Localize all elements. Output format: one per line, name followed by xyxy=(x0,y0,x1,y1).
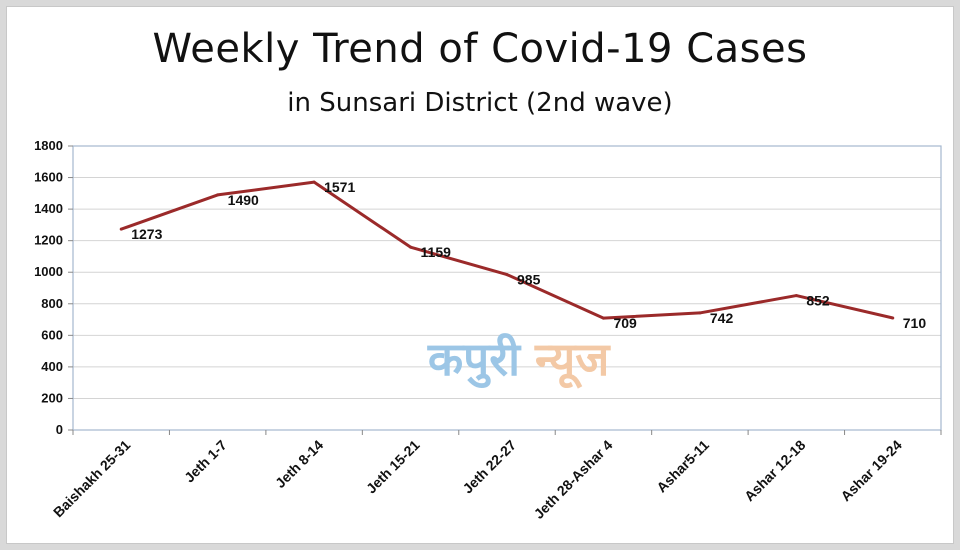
data-point xyxy=(891,316,895,320)
y-tick-label: 1400 xyxy=(34,201,63,216)
data-point xyxy=(794,294,798,298)
data-point xyxy=(312,180,316,184)
y-tick-label: 800 xyxy=(41,296,63,311)
data-point xyxy=(119,227,123,231)
data-label: 742 xyxy=(710,310,734,326)
data-label: 1159 xyxy=(421,244,452,260)
y-axis-ticks: 0 200 400 600 800 1000 1200 1400 1600 1800 xyxy=(34,138,73,437)
y-tick-label: 1000 xyxy=(34,264,63,279)
x-axis-ticks: Baishakh 25-31 Jeth 1-7 Jeth 8-14 Jeth 15-2… xyxy=(50,430,942,522)
y-tick-label: 0 xyxy=(56,422,63,437)
x-category-label: Jeth 22-27 xyxy=(459,437,519,497)
data-point xyxy=(216,193,220,197)
x-category-label: Jeth 28-Ashar 4 xyxy=(531,437,616,522)
watermark-part2: न्यूज xyxy=(534,332,611,389)
chart-title: Weekly Trend of Covid-19 Cases xyxy=(152,26,808,72)
y-tick-label: 600 xyxy=(41,327,63,342)
data-label: 710 xyxy=(903,315,927,331)
x-category-label: Jeth 8-14 xyxy=(272,437,326,491)
data-label: 1571 xyxy=(324,179,355,195)
x-category-label: Ashar 19-24 xyxy=(837,437,905,505)
watermark-part1: कपुरी xyxy=(427,332,522,389)
x-category-label: Ashar5-11 xyxy=(653,437,712,496)
plot-area xyxy=(72,145,942,431)
y-tick-label: 1800 xyxy=(34,138,63,153)
data-point xyxy=(505,273,509,277)
x-category-label: Jeth 15-21 xyxy=(363,437,423,497)
x-category-label: Ashar 12-18 xyxy=(741,437,809,505)
data-label: 985 xyxy=(517,272,541,288)
data-point xyxy=(409,245,413,249)
data-label: 852 xyxy=(806,293,830,309)
data-label: 1273 xyxy=(131,226,162,242)
data-labels: 1273 1490 1571 1159 985 709 742 852 710 xyxy=(119,179,927,331)
chart-subtitle: in Sunsari District (2nd wave) xyxy=(287,88,673,118)
chart-frame xyxy=(6,6,954,544)
x-category-label: Jeth 1-7 xyxy=(181,437,230,486)
data-label: 709 xyxy=(613,315,637,331)
y-tick-label: 1600 xyxy=(34,170,63,185)
y-tick-label: 400 xyxy=(41,359,63,374)
data-label: 1490 xyxy=(228,192,259,208)
x-category-label: Baishakh 25-31 xyxy=(50,437,134,521)
data-point xyxy=(601,316,605,320)
grid-lines xyxy=(73,145,941,431)
data-point xyxy=(698,311,702,315)
y-tick-label: 200 xyxy=(41,390,63,405)
y-tick-label: 1200 xyxy=(34,233,63,248)
